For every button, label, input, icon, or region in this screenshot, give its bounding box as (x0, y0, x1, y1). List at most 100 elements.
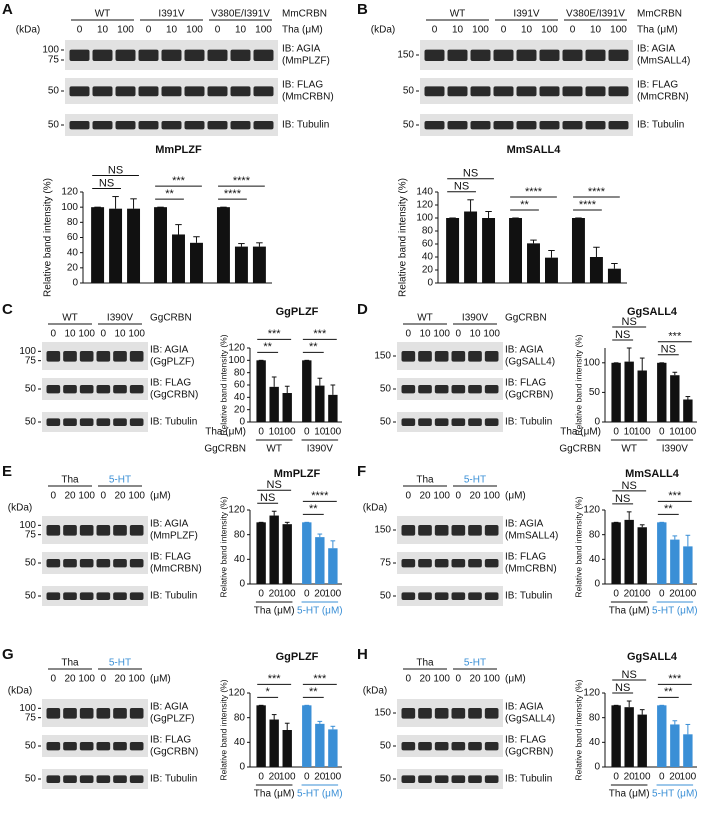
blot-band (46, 524, 61, 536)
blot-band (46, 559, 61, 568)
blot-background (42, 586, 148, 606)
treatment-label: Tha (μM) (637, 25, 678, 36)
panel-label: H (357, 646, 368, 663)
lane-label: 10 (521, 25, 533, 36)
x-group-label: I390V (307, 444, 333, 455)
mw-marker: 50 (25, 558, 37, 569)
x-group-label: WT (266, 444, 282, 455)
y-tick-label: 120 (61, 187, 78, 198)
significance-label: NS (661, 344, 676, 356)
y-tick-label: 120 (228, 688, 245, 699)
bar (683, 546, 693, 584)
blot-band (434, 524, 449, 536)
blot-band (608, 86, 629, 97)
lane-label: 100 (78, 674, 95, 685)
significance-label: NS (615, 493, 630, 505)
mw-marker: 50 (25, 417, 37, 428)
blot-band (468, 707, 482, 719)
significance-label: ** (165, 188, 174, 200)
blot-band (113, 707, 127, 719)
lane-label: 100 (433, 491, 450, 502)
blot-band (451, 775, 466, 783)
blot-band (253, 86, 274, 97)
blot-band (96, 385, 111, 394)
x-group-label: 5-HT (μM) (297, 789, 343, 800)
blot-band (69, 86, 90, 97)
mw-marker: 100 (42, 45, 59, 56)
group-title: GgCRBN (559, 444, 601, 455)
x-group-label: Tha (μM) (254, 606, 295, 617)
blot-band (207, 121, 228, 130)
bar (315, 537, 325, 584)
blot-band (113, 385, 127, 394)
blot-band (96, 559, 111, 568)
blot-row-label: (GgCRBN) (150, 390, 198, 401)
blot-band (484, 707, 499, 719)
blot-band (434, 592, 449, 600)
blot-row-label: (GgPLZF) (150, 714, 194, 725)
blot-band (129, 418, 144, 426)
significance-label: NS (615, 682, 630, 694)
x-tick-label: 100 (325, 589, 342, 600)
mw-marker: 100 (19, 703, 36, 714)
blot-band (115, 49, 136, 61)
x-tick-label: 0 (258, 589, 264, 600)
lane-label: 0 (101, 329, 107, 340)
lane-label: 20 (114, 491, 126, 502)
blot-band (401, 524, 416, 536)
x-tick-label: 100 (680, 427, 697, 438)
blot-group-label: I391V (158, 9, 184, 20)
blot-band (434, 559, 449, 568)
y-tick-label: 20 (67, 262, 79, 273)
y-tick-label: 40 (67, 247, 79, 258)
blot-band (434, 707, 449, 719)
blot-row-label: IB: AGIA (505, 702, 544, 713)
bar (127, 208, 141, 283)
blot-band (484, 350, 499, 362)
lane-label: 100 (483, 491, 500, 502)
lane-label: 0 (456, 329, 462, 340)
x-tick-label: 20 (314, 589, 326, 600)
mw-marker: 75 (48, 55, 60, 66)
blot-band (470, 121, 491, 130)
mw-marker: 50 (48, 86, 60, 97)
blot-band (468, 524, 482, 536)
blot-band (129, 524, 144, 536)
x-group-label: 5-HT (μM) (652, 789, 698, 800)
bar (282, 730, 292, 767)
blot-band (608, 121, 629, 130)
blot-band (484, 385, 499, 394)
bar (282, 393, 292, 422)
bar (328, 394, 338, 422)
blot-band (585, 86, 606, 97)
blot-band (253, 121, 274, 130)
blot-row-label: (MmSALL4) (505, 531, 558, 542)
blot-band (424, 49, 445, 61)
lane-label: 0 (406, 491, 412, 502)
blot-band (451, 707, 466, 719)
significance-label: *** (668, 331, 682, 343)
blot-row-label: IB: AGIA (150, 702, 189, 713)
significance-label: NS (622, 669, 637, 681)
blot-band (539, 86, 560, 97)
blot-band (46, 742, 61, 751)
blot-band (418, 350, 432, 362)
lane-label: 10 (452, 25, 464, 36)
bar (190, 242, 203, 283)
mw-marker: 150 (374, 351, 391, 362)
bar (637, 527, 647, 584)
x-tick-label: 10 (624, 427, 636, 438)
y-tick-label: 0 (594, 762, 600, 773)
kda-label: (kDa) (363, 686, 387, 697)
blot-band (96, 775, 111, 783)
blot-band (434, 742, 449, 751)
x-axis-label: Tha (μM) (560, 427, 601, 438)
lane-label: 100 (117, 25, 134, 36)
chart-title: GgPLZF (276, 306, 319, 318)
blot-row-label: IB: FLAG (505, 552, 546, 563)
x-tick-label: 0 (304, 589, 310, 600)
bar (464, 211, 478, 283)
blot-band (161, 86, 182, 97)
blot-band (434, 775, 449, 783)
